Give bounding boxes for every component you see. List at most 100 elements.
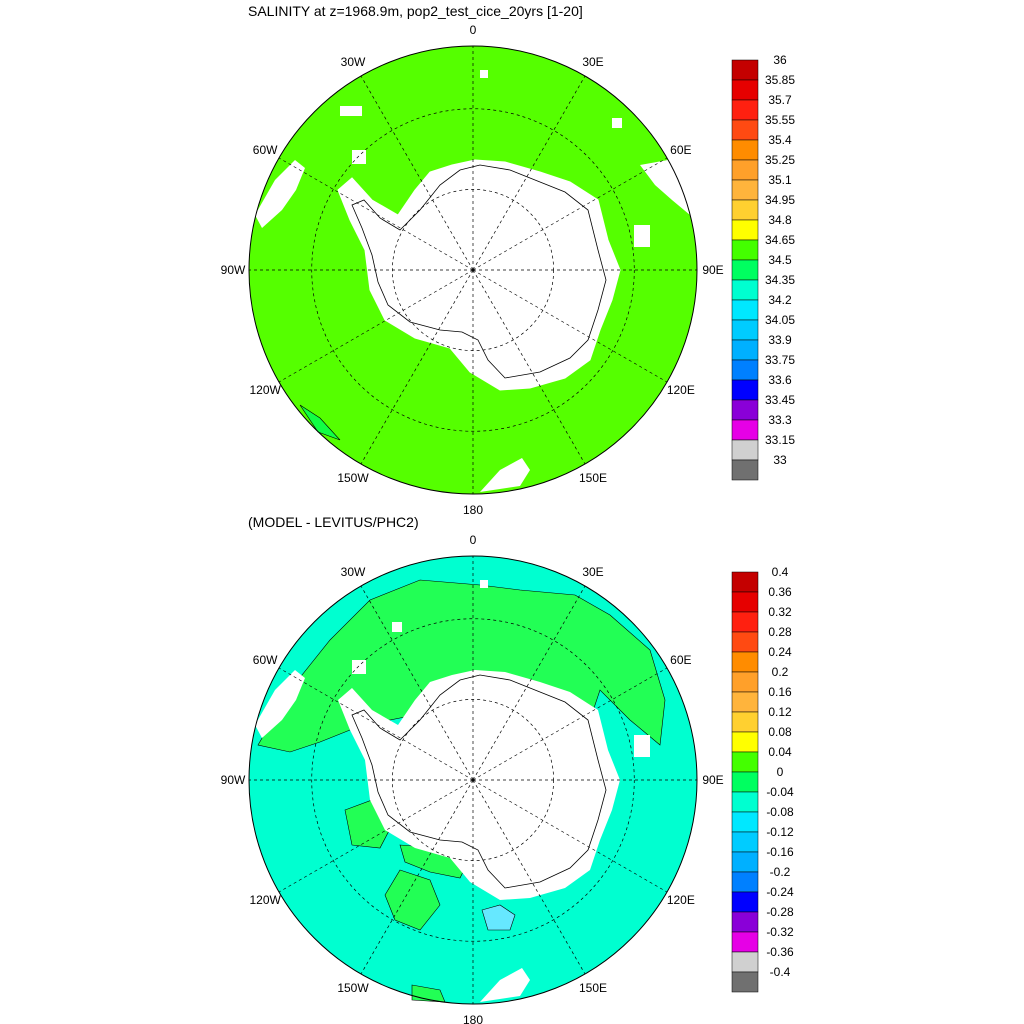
longitude-label-90e: 90E — [702, 263, 723, 277]
colorbar-swatch — [731, 971, 759, 993]
colorbar-swatch — [731, 751, 759, 773]
colorbar-tick-label: 36 — [773, 53, 787, 67]
longitude-label-120w: 120W — [249, 383, 281, 397]
meridian-line — [472, 157, 668, 271]
latitude-circle — [311, 108, 635, 432]
colorbar-swatch — [731, 419, 759, 441]
panel-1-pacific-low — [299, 404, 341, 441]
longitude-label-60w: 60W — [253, 143, 278, 157]
colorbar-tick-label: -0.4 — [770, 965, 791, 979]
colorbar-swatch — [731, 891, 759, 913]
panel-2-positive-patch — [384, 869, 441, 931]
longitude-label-60w: 60W — [253, 653, 278, 667]
colorbar-swatch — [731, 831, 759, 853]
colorbar-swatch — [731, 631, 759, 653]
longitude-label-120w: 120W — [249, 893, 281, 907]
colorbar-swatch — [731, 119, 759, 141]
panel-1-island — [340, 106, 362, 116]
meridian-line — [472, 585, 586, 781]
colorbar-swatch — [731, 591, 759, 613]
longitude-label-0: 0 — [470, 533, 477, 547]
colorbar-tick-label: 0.08 — [768, 725, 792, 739]
panel-1-south-america-land — [255, 160, 305, 228]
longitude-label-30w: 30W — [341, 55, 366, 69]
colorbar-tick-label: -0.08 — [766, 805, 794, 819]
colorbar-tick-label: -0.12 — [766, 825, 794, 839]
colorbar-tick-label: 35.4 — [768, 133, 792, 147]
meridian-line — [278, 779, 474, 893]
colorbar-swatch — [731, 911, 759, 933]
panel-2-island — [392, 622, 402, 632]
panel-1-nz-land — [480, 458, 530, 492]
longitude-label-180: 180 — [463, 503, 483, 517]
panel-2-map — [249, 556, 697, 1004]
panel-1-title: SALINITY at z=1968.9m, pop2_test_cice_20… — [248, 3, 583, 19]
colorbar-swatch — [731, 811, 759, 833]
colorbar-swatch — [731, 279, 759, 301]
colorbar-swatch — [731, 459, 759, 481]
meridian-line — [360, 779, 474, 975]
colorbar-swatch — [731, 299, 759, 321]
longitude-label-180: 180 — [463, 1013, 483, 1024]
panel-1-antarctica — [337, 159, 621, 391]
longitude-label-150e: 150E — [579, 981, 607, 995]
panel-2-antarctica — [338, 670, 620, 900]
colorbar-swatch — [731, 339, 759, 361]
panel-1-island — [352, 150, 366, 164]
colorbar-tick-label: 33.6 — [768, 373, 792, 387]
colorbar-swatch — [731, 139, 759, 161]
longitude-label-150w: 150W — [337, 471, 369, 485]
longitude-label-60e: 60E — [670, 653, 691, 667]
meridian-line — [472, 667, 668, 781]
colorbar-tick-label: 0.12 — [768, 705, 792, 719]
colorbar-swatch — [731, 379, 759, 401]
colorbar-tick-label: 33.15 — [765, 433, 795, 447]
colorbar-tick-label: 0.32 — [768, 605, 792, 619]
meridian-line — [472, 779, 668, 893]
colorbar-swatch — [731, 259, 759, 281]
colorbar-swatch — [731, 399, 759, 421]
longitude-label-120e: 120E — [667, 383, 695, 397]
colorbar-tick-label: -0.04 — [766, 785, 794, 799]
colorbar-tick-label: -0.36 — [766, 945, 794, 959]
colorbar-swatch — [731, 931, 759, 953]
longitude-label-30e: 30E — [582, 55, 603, 69]
colorbar-swatch — [731, 219, 759, 241]
colorbar-tick-label: 0.28 — [768, 625, 792, 639]
meridian-line — [472, 779, 586, 975]
colorbar-swatch — [731, 239, 759, 261]
colorbar-tick-label: 35.1 — [768, 173, 792, 187]
colorbar-tick-label: 33.3 — [768, 413, 792, 427]
panel-2-south-america-land — [255, 670, 305, 738]
meridian-line — [360, 585, 474, 781]
meridian-line — [472, 75, 586, 271]
colorbar-swatch — [731, 791, 759, 813]
colorbar-swatch — [731, 611, 759, 633]
meridian-line — [278, 667, 474, 781]
colorbar-swatch — [731, 671, 759, 693]
colorbar-tick-label: 33.75 — [765, 353, 795, 367]
panel-2-title: (MODEL - LEVITUS/PHC2) — [248, 514, 419, 530]
map-boundary — [248, 45, 698, 495]
colorbar-swatch — [731, 851, 759, 873]
south-pole-marker — [472, 779, 474, 781]
colorbar-tick-label: 35.55 — [765, 113, 795, 127]
colorbar-tick-label: 0.36 — [768, 585, 792, 599]
panel-2-negative-patch — [481, 904, 516, 931]
longitude-label-90w: 90W — [221, 263, 246, 277]
colorbar-swatch — [731, 691, 759, 713]
colorbar-swatch — [731, 951, 759, 973]
colorbar-tick-label: 35.7 — [768, 93, 792, 107]
meridian-line — [278, 269, 474, 383]
colorbar-tick-label: 0.16 — [768, 685, 792, 699]
panel-1-coastline — [351, 164, 607, 379]
colorbar-tick-label: 34.8 — [768, 213, 792, 227]
colorbar-swatch — [731, 871, 759, 893]
colorbar-swatch — [731, 771, 759, 793]
colorbar-tick-label: 0.2 — [772, 665, 789, 679]
longitude-label-60e: 60E — [670, 143, 691, 157]
meridian-line — [472, 269, 586, 465]
colorbar-tick-label: 0 — [777, 765, 784, 779]
longitude-label-90w: 90W — [221, 773, 246, 787]
